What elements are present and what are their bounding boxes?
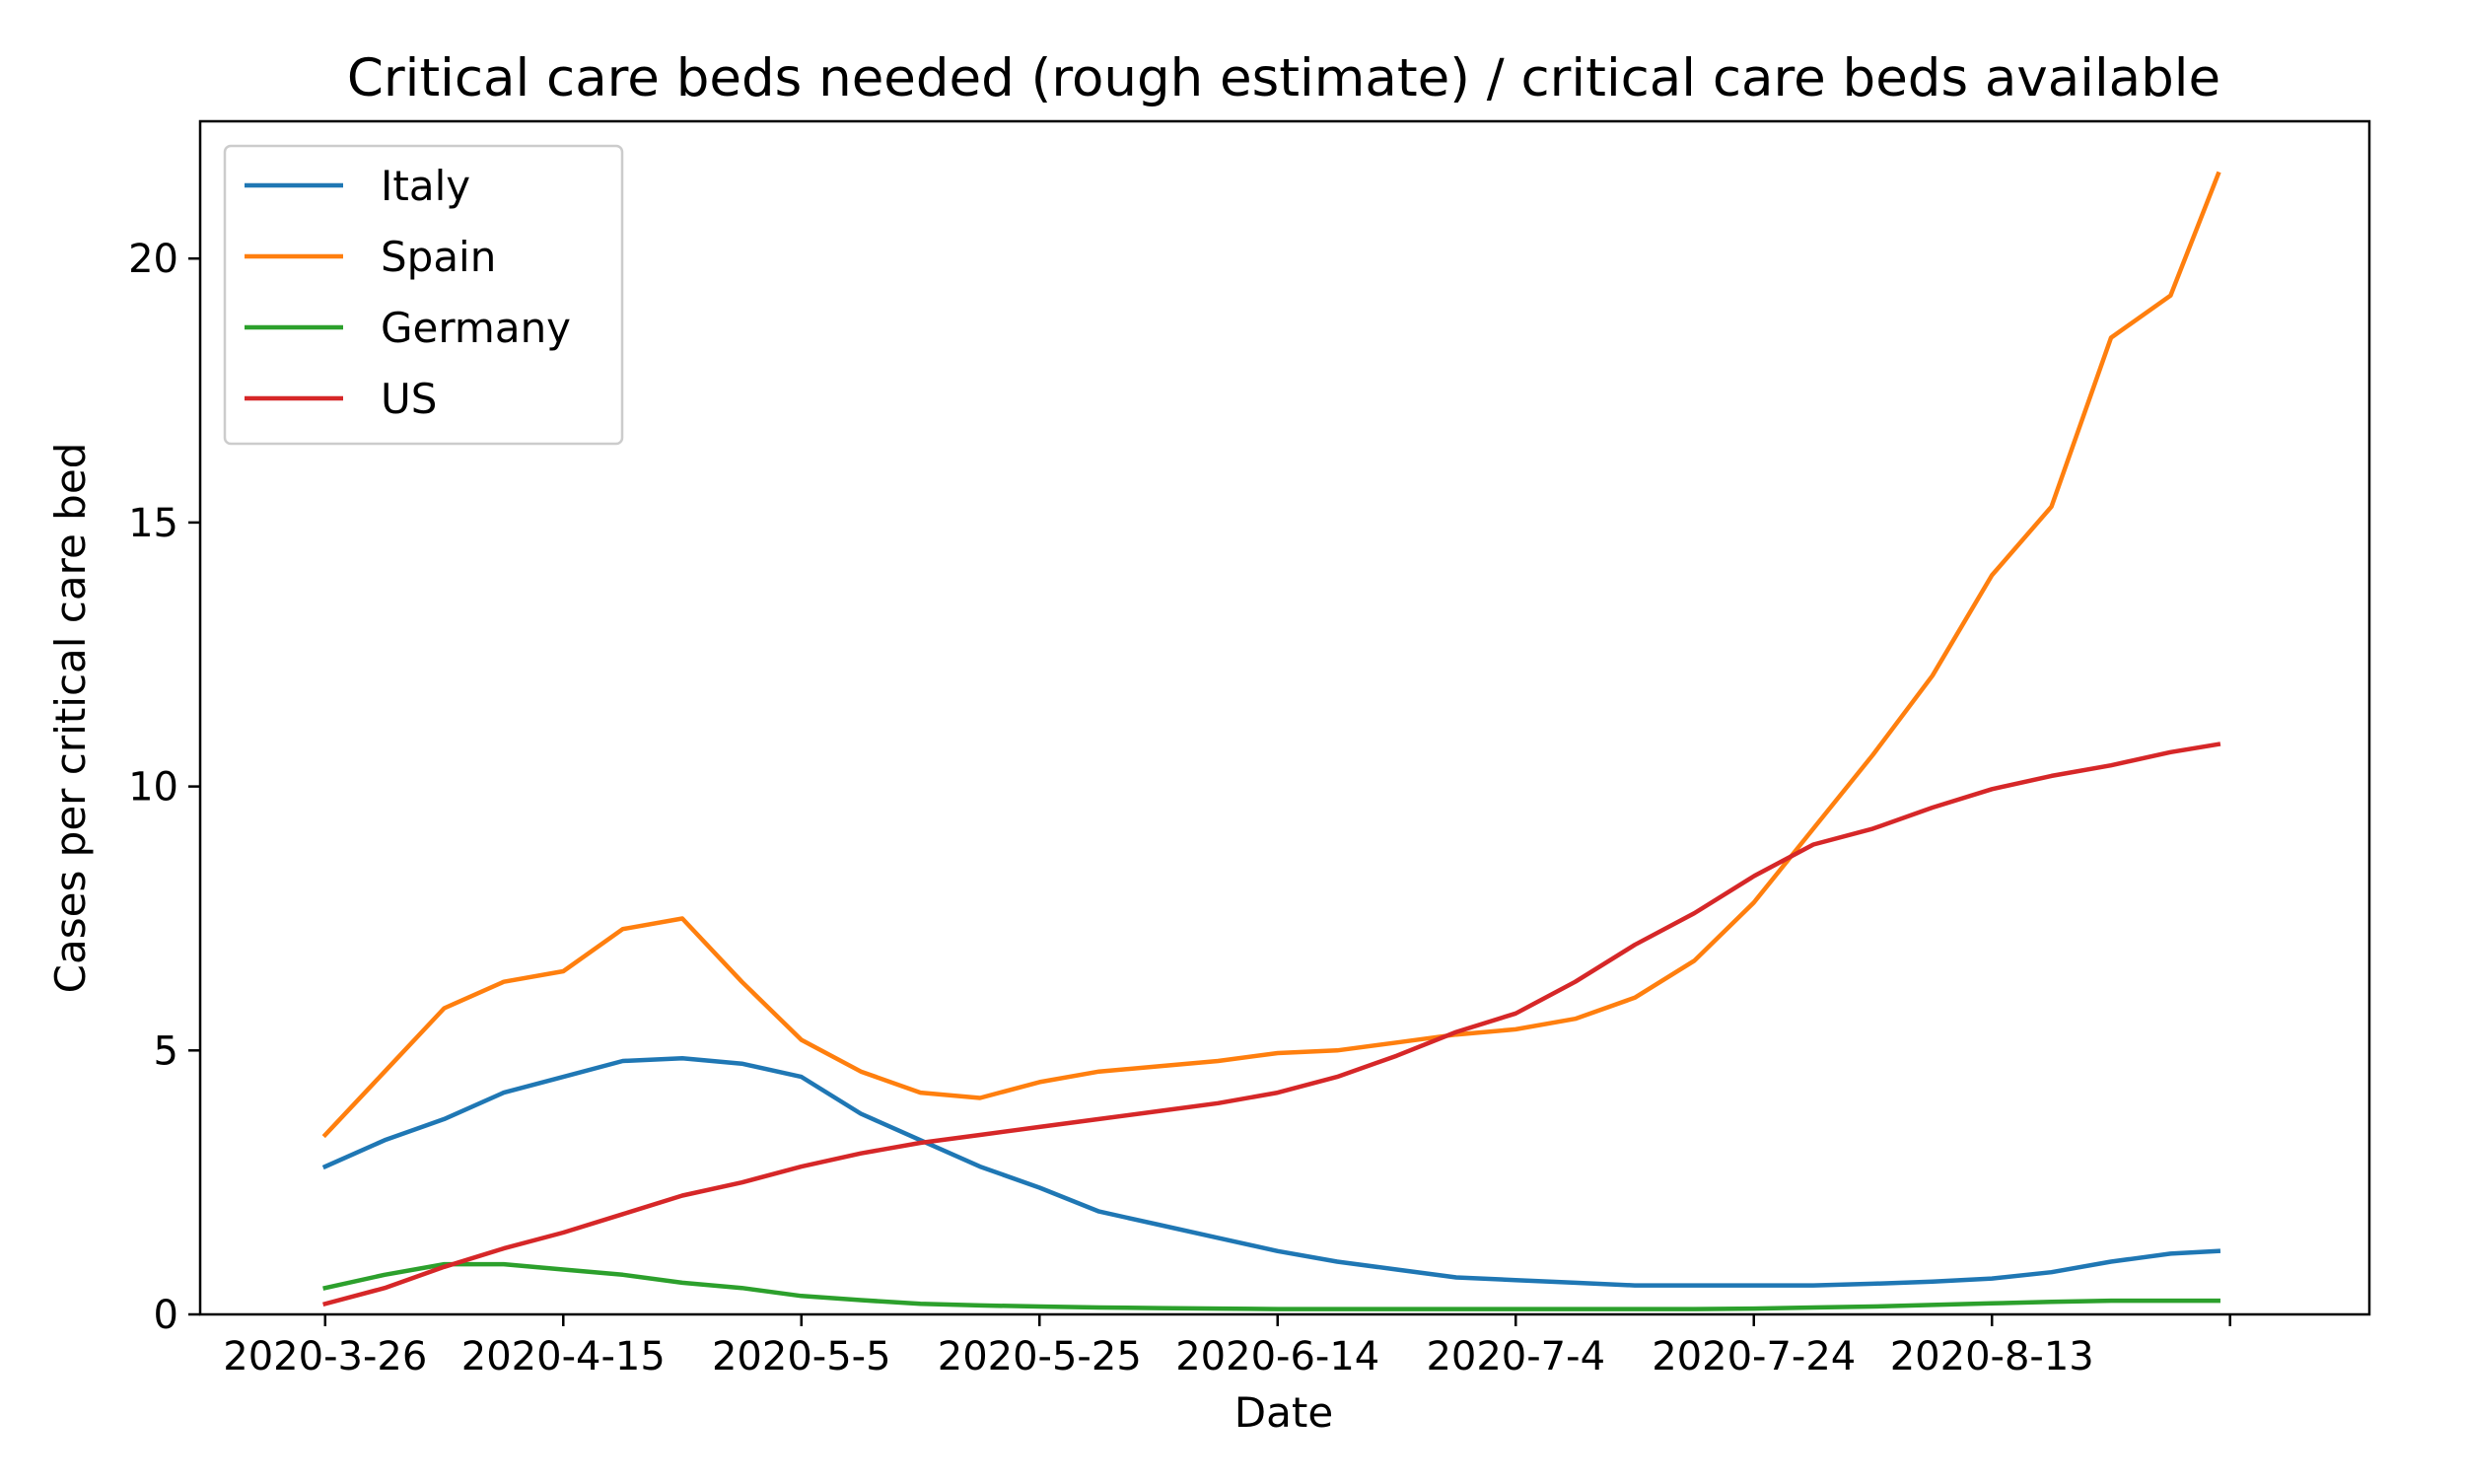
legend: Italy Spain Germany US	[223, 144, 624, 446]
x-tick-label: 2020-7-4	[1426, 1334, 1605, 1379]
y-tick-label: 15	[128, 501, 178, 546]
y-tick-label: 0	[154, 1293, 178, 1338]
y-tick-label: 5	[154, 1028, 178, 1074]
y-tick-label: 20	[128, 237, 178, 282]
series-line-germany	[322, 1261, 2220, 1311]
legend-label-us: US	[381, 375, 437, 423]
x-tick-label: 2020-8-13	[1890, 1334, 2094, 1379]
legend-box	[223, 144, 624, 446]
plot-frame	[198, 119, 2371, 1316]
chart-title: Critical care beds needed (rough estimat…	[347, 48, 2220, 108]
x-tick-label: 2020-6-14	[1175, 1334, 1379, 1379]
series-line-spain	[321, 171, 2221, 1139]
x-tick-label: 2020-7-24	[1652, 1334, 1856, 1379]
legend-label-germany: Germany	[381, 304, 571, 352]
y-tick-label: 10	[128, 765, 178, 811]
x-tick-label: 2020-4-15	[461, 1334, 666, 1379]
x-axis-label: Date	[1234, 1388, 1333, 1437]
legend-label-spain: Spain	[381, 233, 496, 281]
series-line-us	[322, 742, 2221, 1307]
y-axis: 0 5 10 15 20	[128, 237, 200, 1338]
x-axis: 2020-3-26 2020-4-15 2020-5-5 2020-5-25 2020-…	[223, 1314, 2231, 1379]
y-axis-label: Cases per critical care bed	[46, 443, 95, 994]
legend-label-italy: Italy	[381, 162, 470, 210]
series-lines	[321, 171, 2221, 1311]
series-line-italy	[321, 1056, 2221, 1288]
x-tick-label: 2020-3-26	[223, 1334, 427, 1379]
x-tick-label: 2020-5-5	[712, 1334, 891, 1379]
x-tick-label: 2020-5-25	[938, 1334, 1142, 1379]
